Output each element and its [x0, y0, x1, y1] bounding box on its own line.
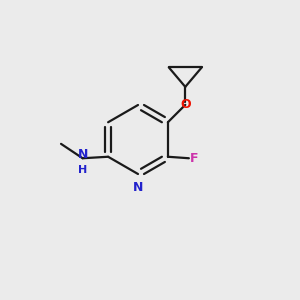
Text: N: N	[77, 148, 88, 161]
Text: O: O	[180, 98, 190, 111]
Text: H: H	[78, 165, 87, 175]
Text: N: N	[133, 181, 143, 194]
Text: F: F	[190, 152, 199, 165]
